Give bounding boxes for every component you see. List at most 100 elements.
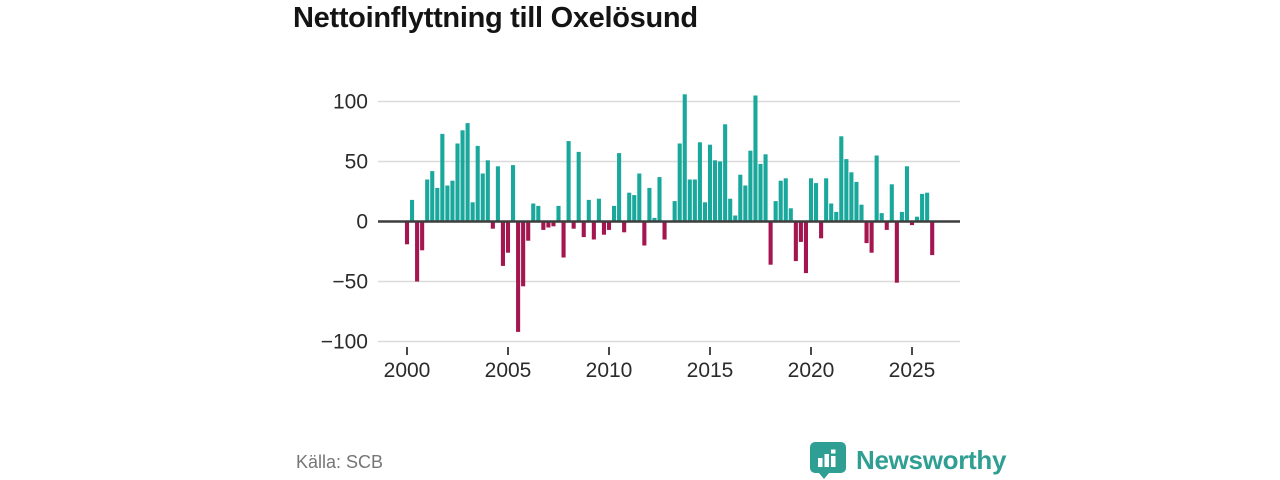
y-tick-label: −100 (321, 331, 368, 354)
quarter-bar (713, 160, 718, 222)
quarter-bar (440, 133, 445, 222)
quarter-bar (743, 185, 748, 222)
quarter-bar (601, 221, 606, 235)
quarter-bar (844, 159, 849, 222)
quarter-bar (581, 221, 586, 238)
quarter-bar (455, 143, 460, 222)
quarter-bar (773, 201, 778, 222)
quarter-bar (803, 221, 808, 274)
quarter-bar (859, 204, 864, 222)
quarter-bar (677, 143, 682, 222)
quarter-bar (490, 221, 495, 229)
source-note: Källa: SCB (296, 452, 384, 472)
quarter-bar (450, 180, 455, 222)
y-tick-label: 0 (356, 211, 368, 234)
quarter-bar (783, 178, 788, 222)
quarter-bar (753, 95, 758, 222)
quarter-bar (566, 141, 571, 222)
quarter-bar (894, 221, 899, 283)
quarter-bar (627, 192, 632, 222)
quarter-bar (470, 202, 475, 222)
quarter-bar (622, 221, 627, 233)
quarter-bar (657, 177, 662, 222)
y-tick-label: 100 (333, 91, 368, 114)
quarter-bar (526, 221, 531, 241)
quarter-bar (662, 221, 667, 240)
quarter-bar (723, 124, 728, 222)
quarter-bar (556, 205, 561, 222)
quarter-bar (904, 166, 909, 222)
quarter-bar (718, 161, 723, 222)
quarter-bar (874, 155, 879, 222)
quarter-bar (460, 130, 465, 222)
quarter-bar (834, 211, 839, 222)
x-tick-label: 2010 (586, 359, 633, 382)
quarter-bar (541, 221, 546, 230)
quarter-bar (480, 173, 485, 222)
quarter-bar (930, 221, 935, 256)
quarter-bar (546, 221, 551, 228)
x-axis-labels: 2000 2005 2010 2015 2020 2025 (384, 359, 936, 382)
y-tick-label: −50 (332, 271, 368, 294)
quarter-bar (682, 94, 687, 222)
newsworthy-logo-text: Newsworthy (856, 444, 1007, 475)
quarter-bar (758, 163, 763, 222)
quarter-bar (445, 185, 450, 222)
quarter-bar (591, 221, 596, 240)
quarter-bar (692, 179, 697, 222)
newsworthy-brand: Newsworthy (810, 441, 1006, 479)
quarter-bar (430, 171, 435, 222)
quarter-bar (642, 221, 647, 246)
quarter-bar (632, 195, 637, 222)
quarter-bar (899, 211, 904, 222)
quarter-bar (586, 199, 591, 222)
x-tick-label: 2025 (889, 359, 936, 382)
quarter-bar (465, 123, 470, 222)
quarter-bar (889, 184, 894, 222)
quarter-bar (415, 221, 420, 282)
quarter-bar (702, 202, 707, 222)
quarter-bar (920, 193, 925, 222)
quarter-bar (505, 221, 511, 253)
quarter-bar (596, 198, 601, 222)
quarter-bar (697, 142, 702, 222)
quarter-bar (531, 203, 536, 222)
quarter-bar (915, 216, 920, 222)
quarter-bar (763, 154, 768, 222)
quarter-bar (652, 217, 657, 222)
quarter-bar (793, 221, 798, 262)
quarter-bar (500, 221, 505, 266)
x-tick-label: 2000 (384, 359, 431, 382)
x-tick-label: 2005 (485, 359, 532, 382)
quarter-bar (420, 221, 425, 251)
quarter-bar (829, 203, 834, 222)
quarter-bar (495, 166, 500, 222)
chart-title: Nettoinflyttning till Oxelösund (293, 2, 698, 34)
quarter-bar (824, 178, 829, 222)
quarter-bar (733, 215, 738, 222)
quarter-bar (925, 192, 930, 222)
quarter-bar (606, 221, 612, 230)
quarter-bar (475, 145, 480, 222)
quarter-bar (410, 199, 415, 222)
quarter-bar (516, 221, 521, 332)
x-tick-label: 2020 (788, 359, 835, 382)
quarter-bar (884, 221, 889, 230)
quarter-bar (909, 221, 915, 226)
quarter-bar (864, 221, 869, 244)
quarter-bar (425, 179, 430, 222)
quarter-bar (808, 178, 814, 222)
quarter-bar (869, 221, 874, 253)
quarter-bar (798, 221, 803, 242)
quarter-bar (814, 183, 819, 222)
y-axis-labels: 100 50 0 −50 −100 (321, 91, 368, 354)
quarter-bar (687, 179, 692, 222)
quarter-bar (536, 205, 541, 222)
quarter-bar (617, 153, 622, 222)
quarter-bar (637, 173, 642, 222)
x-tick-label: 2015 (687, 359, 734, 382)
quarter-bar (521, 221, 526, 287)
quarter-bar (561, 221, 566, 258)
bars (404, 94, 935, 332)
